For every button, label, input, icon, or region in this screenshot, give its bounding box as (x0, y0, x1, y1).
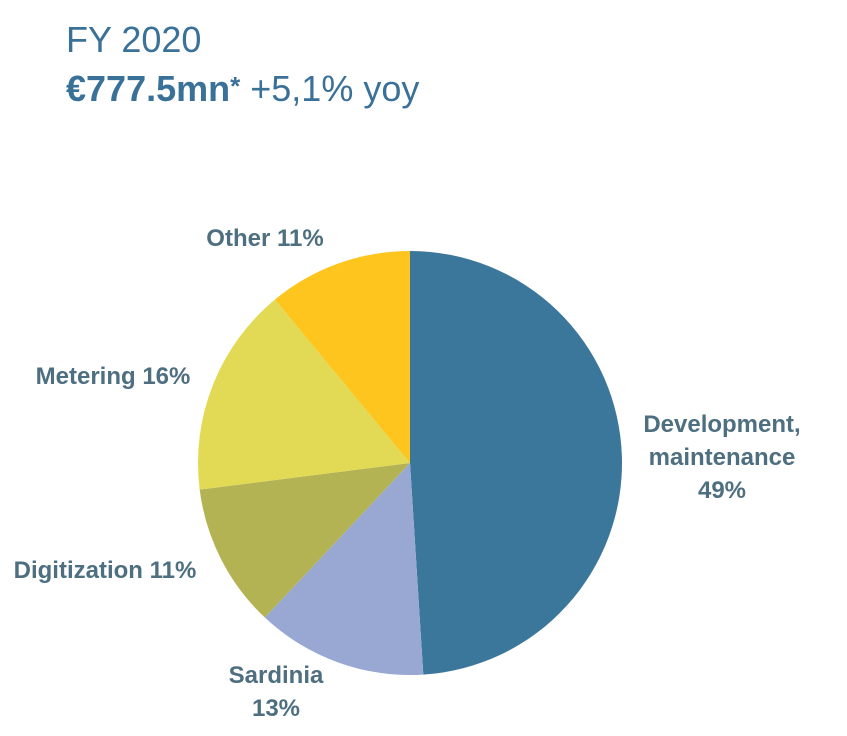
footnote-asterisk: * (230, 71, 241, 101)
slice-label-line: Metering 16% (36, 363, 191, 390)
slice-label-line: 49% (698, 477, 746, 504)
pie-slices (197, 251, 622, 675)
chart-header: FY 2020 €777.5mn* +5,1% yoy (66, 18, 419, 111)
slice-label-sardinia: Sardinia 13% (229, 662, 324, 722)
pie-labels: Development, maintenance 49% Sardinia 13% Dig… (14, 225, 801, 722)
slice-label-line: Development, (643, 411, 800, 438)
slice-label-metering: Metering 16% (36, 363, 191, 390)
slice-label-line: Digitization 11% (14, 557, 197, 584)
revenue-amount: €777.5mn (66, 68, 231, 109)
slice-label-line: maintenance (649, 444, 796, 471)
pie-slice-development-maintenance (410, 251, 622, 675)
slice-label-other: Other 11% (206, 225, 323, 252)
slice-label-development-maintenance: Development, maintenance 49% (643, 411, 800, 504)
slice-label-digitization: Digitization 11% (14, 557, 197, 584)
slice-label-line: 13% (252, 695, 300, 722)
slice-label-line: Other 11% (206, 225, 323, 252)
pie-slice-digitization (199, 463, 410, 618)
pie-slice-other (274, 251, 410, 463)
chart-subtitle: €777.5mn* +5,1% yoy (66, 64, 419, 111)
chart-title: FY 2020 (66, 19, 202, 60)
yoy-growth: +5,1% yoy (250, 68, 420, 109)
pie-slice-metering (197, 299, 410, 490)
slice-label-line: Sardinia (229, 662, 324, 689)
pie-slice-sardinia (264, 463, 424, 675)
